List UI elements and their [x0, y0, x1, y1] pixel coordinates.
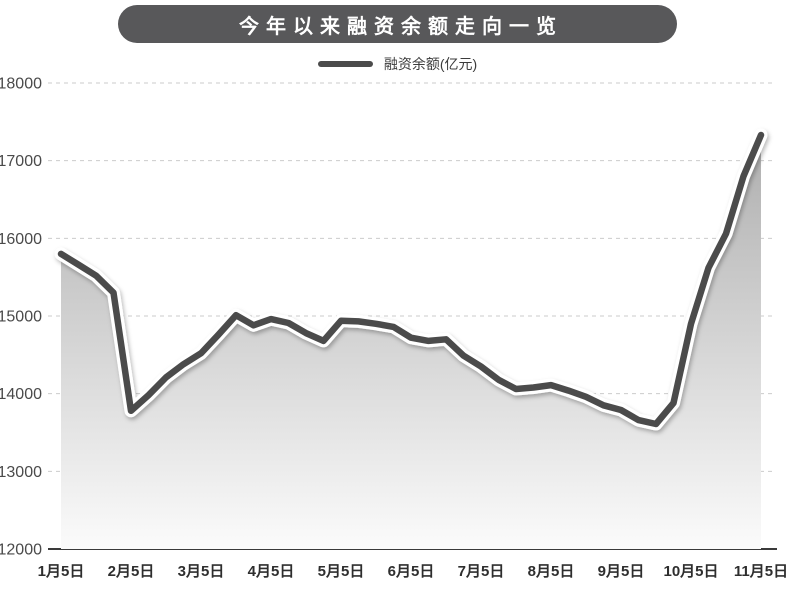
y-axis-label: 17000	[0, 153, 42, 170]
legend-line-swatch	[317, 61, 373, 67]
y-axis-label: 15000	[0, 309, 42, 326]
y-axis-label: 14000	[0, 386, 42, 403]
x-axis-label: 2月5日	[108, 563, 155, 580]
legend-label: 融资余额(亿元)	[383, 56, 478, 72]
x-axis-label: 5月5日	[318, 563, 365, 580]
y-axis-label: 16000	[0, 231, 42, 248]
chart-title: 今年以来融资余额走向一览	[239, 15, 563, 38]
x-axis-label: 6月5日	[388, 563, 435, 580]
chart-title-pill: 今年以来融资余额走向一览	[118, 5, 677, 43]
y-axis-label: 12000	[0, 542, 42, 559]
series-line	[57, 131, 765, 428]
legend: 融资余额(亿元)	[118, 54, 677, 74]
x-axis-label: 1月5日	[38, 563, 85, 580]
x-axis-label: 3月5日	[178, 563, 225, 580]
x-axis-label: 9月5日	[598, 563, 645, 580]
y-axis-label: 18000	[0, 76, 42, 93]
y-axis-label: 13000	[0, 464, 42, 481]
x-axis-label: 4月5日	[248, 563, 295, 580]
x-axis-label: 7月5日	[458, 563, 505, 580]
x-axis-label: 8月5日	[528, 563, 575, 580]
x-axis-label: 10月5日	[663, 563, 718, 580]
x-axis-label: 11月5日	[734, 563, 788, 580]
